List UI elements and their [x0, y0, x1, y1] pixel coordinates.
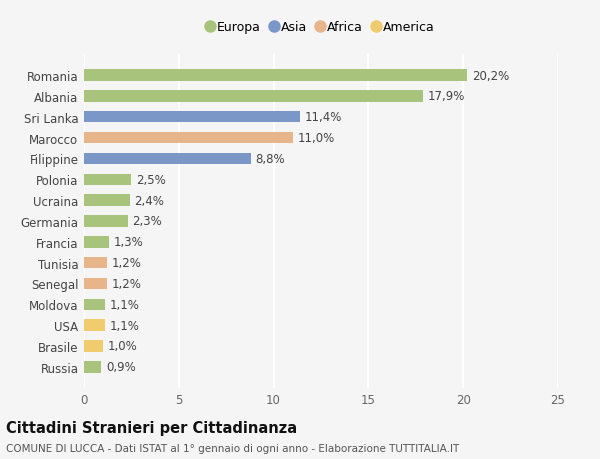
Legend: Europa, Asia, Africa, America: Europa, Asia, Africa, America	[207, 22, 435, 34]
Bar	[84, 112, 300, 123]
Text: 1,1%: 1,1%	[110, 319, 139, 332]
Text: 2,5%: 2,5%	[136, 174, 166, 186]
Text: 1,0%: 1,0%	[108, 340, 137, 353]
Bar	[84, 174, 131, 185]
Bar	[84, 236, 109, 248]
Text: 2,3%: 2,3%	[133, 215, 162, 228]
Text: COMUNE DI LUCCA - Dati ISTAT al 1° gennaio di ogni anno - Elaborazione TUTTITALI: COMUNE DI LUCCA - Dati ISTAT al 1° genna…	[6, 443, 459, 453]
Text: 0,9%: 0,9%	[106, 360, 136, 374]
Bar	[84, 216, 128, 227]
Text: 1,3%: 1,3%	[113, 236, 143, 249]
Bar	[84, 195, 130, 207]
Text: 17,9%: 17,9%	[428, 90, 466, 103]
Bar	[84, 278, 107, 290]
Bar	[84, 70, 467, 82]
Text: 1,2%: 1,2%	[112, 257, 142, 269]
Bar	[84, 341, 103, 352]
Text: 20,2%: 20,2%	[472, 69, 509, 83]
Bar	[84, 257, 107, 269]
Bar	[84, 91, 424, 102]
Text: Cittadini Stranieri per Cittadinanza: Cittadini Stranieri per Cittadinanza	[6, 420, 297, 435]
Bar	[84, 133, 293, 144]
Text: 11,4%: 11,4%	[305, 111, 342, 124]
Bar	[84, 320, 105, 331]
Bar	[84, 361, 101, 373]
Text: 1,1%: 1,1%	[110, 298, 139, 311]
Text: 11,0%: 11,0%	[298, 132, 335, 145]
Text: 8,8%: 8,8%	[256, 152, 285, 166]
Bar	[84, 153, 251, 165]
Text: 2,4%: 2,4%	[134, 194, 164, 207]
Bar	[84, 299, 105, 310]
Text: 1,2%: 1,2%	[112, 277, 142, 291]
